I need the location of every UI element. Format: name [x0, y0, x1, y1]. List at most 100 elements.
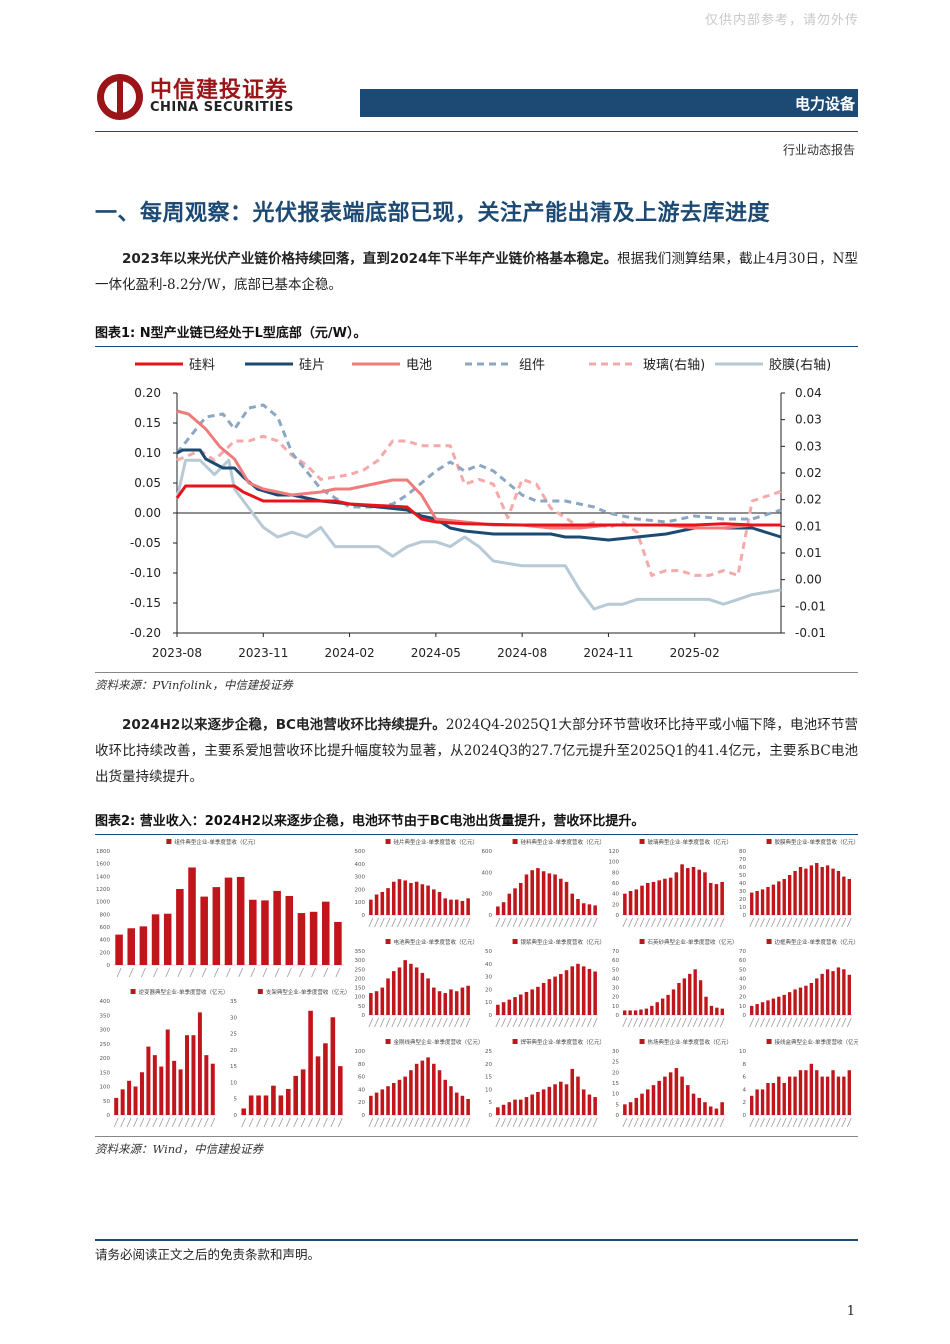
panel-x-tick	[495, 1117, 501, 1128]
panel-bar	[178, 1069, 183, 1115]
panel-bar	[386, 1086, 390, 1115]
panel-x-tick	[408, 917, 414, 928]
panel-bar	[825, 1076, 830, 1115]
panel-bar	[787, 875, 792, 915]
legend-label-5: 胶膜(右轴)	[769, 357, 831, 373]
panel-x-tick	[825, 1117, 830, 1128]
panel-bar	[804, 868, 808, 915]
panel-x-tick	[385, 1017, 391, 1028]
panel-legend-label: 石英砂典型企业-单季度营收（亿元）	[648, 938, 738, 946]
panel-bar	[536, 986, 540, 1015]
panel-bar	[820, 867, 824, 915]
panel-bar	[271, 1085, 276, 1115]
panel-bar	[809, 1063, 814, 1115]
panel-x-tick	[250, 967, 256, 978]
panel-bar	[507, 999, 512, 1015]
panel-x-tick	[197, 1117, 203, 1128]
panel-bar	[315, 1056, 321, 1115]
panel-bar	[657, 880, 661, 915]
panel-x-tick	[300, 1117, 306, 1128]
panel-y-tick: 1200	[96, 887, 110, 893]
revenue-small-multiples: 组件典型企业-单季度营收（亿元）180016001400120010008006…	[96, 838, 858, 1128]
panel-x-tick	[419, 917, 425, 928]
panel-bar	[650, 1005, 654, 1015]
panel-bar	[628, 1010, 632, 1015]
panel-y-tick: 0	[489, 1013, 493, 1019]
panel-bar	[518, 1099, 523, 1115]
panel-x-tick	[633, 1117, 639, 1128]
panel-y-tick: 350	[100, 1013, 111, 1019]
panel-x-tick	[506, 1117, 512, 1128]
panel-x-tick	[529, 1017, 535, 1028]
section-label: 电力设备	[794, 95, 855, 113]
panel-x-tick	[414, 1117, 420, 1128]
panel-x-tick	[830, 917, 836, 928]
paragraph-2-lead: 2024H2以来逐步企稳，BC电池营收环比持续提升。	[122, 717, 446, 733]
panel-x-tick	[285, 1117, 291, 1128]
panel-bar	[804, 1070, 808, 1115]
y-left-tick-label: 0.15	[134, 416, 161, 430]
panel-x-tick	[836, 1017, 841, 1028]
panel-x-tick	[558, 1017, 564, 1028]
panel-bar	[114, 1097, 119, 1115]
panel-x-tick	[649, 1017, 655, 1028]
x-tick-label: 2024-05	[411, 646, 461, 660]
panel-x-tick	[575, 1117, 581, 1128]
panel-x-tick	[512, 1117, 518, 1128]
panel-x-tick	[203, 1117, 209, 1128]
panel-bar	[639, 1009, 643, 1015]
panel-bar	[249, 899, 257, 965]
panel-y-tick: 100	[100, 1085, 111, 1091]
panel-y-tick: 80	[739, 849, 746, 855]
panel-x-tick	[374, 1017, 379, 1028]
panel-bar	[559, 1081, 563, 1115]
panel-x-tick	[419, 1017, 425, 1028]
panel-y-tick: 60	[739, 865, 746, 871]
panel-bar	[564, 970, 569, 1015]
panel-x-tick	[238, 967, 244, 978]
panel-bar	[842, 969, 846, 1015]
panel-bar	[793, 1076, 797, 1115]
panel-y-tick: 60	[612, 958, 619, 964]
panel-bar	[674, 872, 679, 915]
series-line-5	[175, 458, 782, 611]
panel-x-tick	[639, 917, 645, 928]
panel-bar	[460, 1095, 465, 1115]
panel-x-tick	[830, 1017, 836, 1028]
panel-x-tick	[651, 1117, 656, 1128]
panel-9: 逆变器典型企业-单季度营收（亿元） 400 350 300 250 200 150 100 50…	[100, 988, 229, 1128]
panel-x-tick	[792, 917, 798, 928]
panel-y-tick: 20	[230, 1048, 237, 1054]
panel-bar	[386, 978, 390, 1015]
panel-bar	[593, 1097, 597, 1115]
panel-bar	[668, 1072, 673, 1115]
panel-bar	[409, 963, 413, 1015]
panel-bar	[581, 903, 586, 915]
panel-x-tick	[518, 917, 524, 928]
panel-x-tick	[414, 1017, 420, 1028]
panel-x-tick	[379, 1017, 385, 1028]
panel-bar	[256, 1095, 261, 1115]
panel-x-tick	[529, 1117, 535, 1128]
panel-bar	[663, 878, 667, 915]
panel-x-tick	[323, 967, 329, 978]
panel-bar	[663, 1076, 667, 1115]
panel-x-tick	[524, 1117, 529, 1128]
panel-y-tick: 100	[355, 995, 366, 1001]
panel-bar	[570, 966, 575, 1015]
panel-x-tick	[781, 1017, 787, 1028]
panel-y-tick: 5	[234, 1097, 238, 1103]
panel-bar	[623, 893, 627, 915]
panel-x-tick	[749, 1017, 755, 1028]
panel-y-tick: 30	[739, 889, 746, 895]
panel-y-tick: 35	[230, 999, 237, 1005]
panel-legend-swatch	[130, 989, 136, 994]
panel-bar	[380, 891, 385, 915]
panel-x-tick	[315, 1117, 321, 1128]
panel-bar	[777, 881, 781, 915]
panel-bar	[766, 1000, 770, 1015]
panel-bar	[278, 1095, 284, 1115]
panel-bar	[576, 963, 580, 1015]
panel-legend-label: 接线盒典型企业-单季度营收（亿元）	[775, 1038, 858, 1046]
panel-bar	[152, 1055, 157, 1115]
